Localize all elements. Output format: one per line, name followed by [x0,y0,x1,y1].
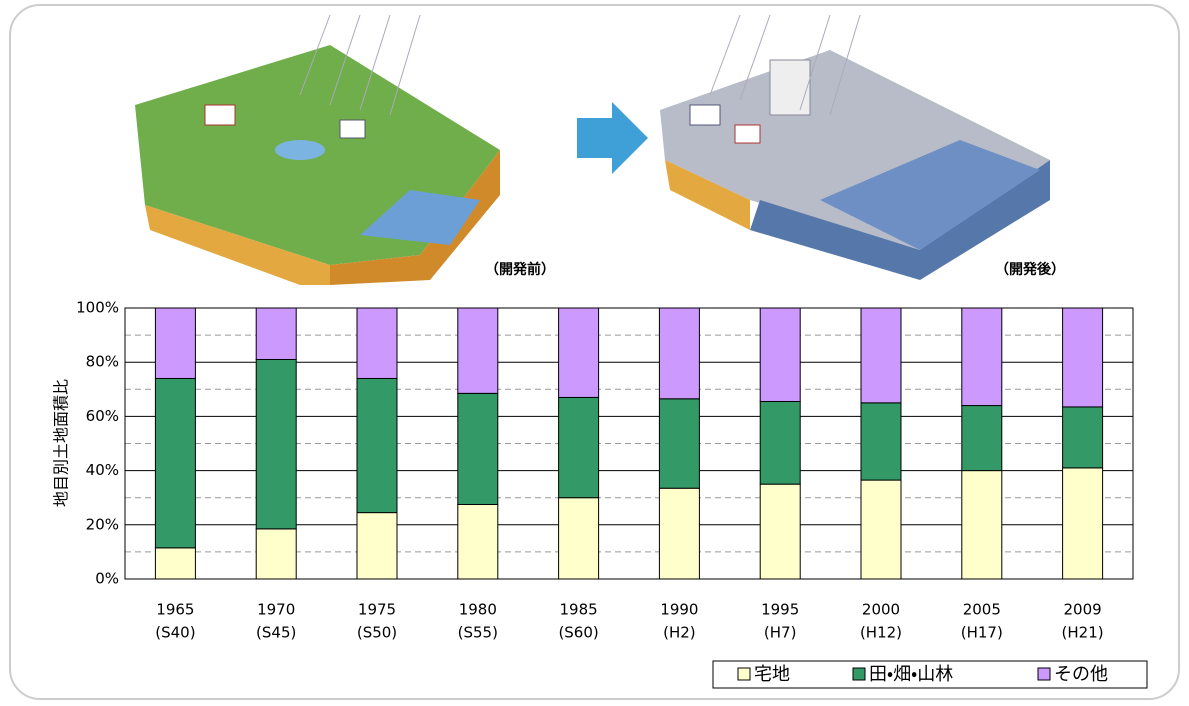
bar-segment [356,307,398,379]
after-illustration [660,14,1050,280]
legend-swatch [1037,667,1051,681]
x-tick-sublabel: (S55) [458,624,498,642]
x-tick-label: 1965 [156,601,194,619]
bar-segment [356,377,398,514]
x-tick-sublabel: (S45) [256,624,296,642]
bar-segment [1062,307,1104,408]
x-tick-label: 2005 [963,601,1001,619]
y-tick-label: 60% [86,407,119,425]
bar-segment [457,503,499,580]
x-tick-sublabel: (H17) [961,624,1003,642]
x-tick-label: 1985 [560,601,598,619]
bar-segment [255,358,297,530]
bar-segment [154,547,196,580]
legend-swatch [852,667,866,681]
bar-segment [759,400,801,485]
y-axis-label: 地目別土地面積比 [52,379,71,507]
y-tick-label: 0% [95,570,119,588]
legend-swatch [737,667,751,681]
legend-label: 田・畑・山林 [869,664,953,685]
bar-segment [1062,467,1104,580]
bar-segment [558,497,600,580]
legend-label: 宅地 [754,664,790,685]
bar-segment [860,307,902,404]
bar-segment [860,402,902,481]
legend-box [712,660,1148,689]
x-tick-label: 2009 [1064,601,1102,619]
after-label: （開発後） [995,261,1065,278]
bar-segment [255,528,297,580]
bar-segment [255,307,297,360]
bar-segment [961,307,1003,407]
x-tick-sublabel: (H7) [764,624,797,642]
y-tick-label: 20% [86,515,119,533]
x-tick-sublabel: (S40) [155,624,195,642]
bar-segment [658,487,700,580]
bar-segment [558,396,600,499]
plot-border [124,307,1134,580]
bar-segment [759,307,801,402]
bar-segment [154,307,196,379]
bar-segment [658,398,700,489]
bar-segment [356,512,398,580]
bar-segment [860,479,902,580]
bar-segment [658,307,700,400]
bar-segment [759,483,801,580]
before-label: （開発前） [485,261,555,278]
x-tick-sublabel: (H12) [860,624,902,642]
legend-label: その他 [1054,664,1108,685]
bar-segment [457,307,499,394]
x-tick-sublabel: (H21) [1062,624,1104,642]
y-tick-label: 40% [86,461,119,479]
x-tick-sublabel: (S60) [558,624,598,642]
bar-segment [1062,406,1104,469]
x-tick-label: 1970 [257,601,295,619]
y-tick-label: 100% [76,299,119,317]
bar-segment [961,405,1003,472]
before-illustration [135,14,500,285]
bar-segment [558,307,600,398]
x-tick-label: 2000 [862,601,900,619]
x-tick-label: 1995 [761,601,799,619]
bar-segment [961,470,1003,580]
y-tick-label: 80% [86,353,119,371]
x-tick-label: 1975 [358,601,396,619]
x-tick-sublabel: (S50) [357,624,397,642]
arrow [577,102,648,174]
bar-segment [457,392,499,505]
x-tick-label: 1980 [459,601,497,619]
bar-segment [154,377,196,549]
x-tick-label: 1990 [660,601,698,619]
x-tick-sublabel: (H2) [663,624,696,642]
